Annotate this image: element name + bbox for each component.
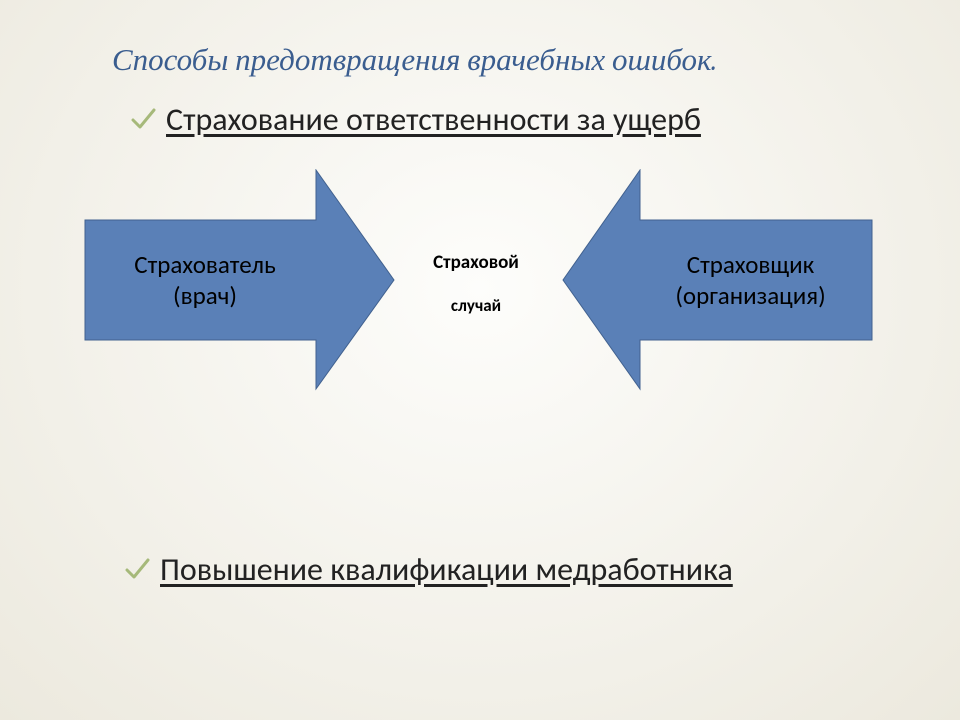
bullet-text-1: Страхование ответственности за ущерб [166,100,701,139]
center-text-line2: случай [396,295,556,316]
bullet-item-1: Страхование ответственности за ущерб [130,100,701,139]
arrow-right-shape [84,169,396,391]
checkmark-icon [124,556,150,582]
slide-title: Способы предотвращения врачебных ошибок. [112,42,717,78]
center-text-line1: Страховой [396,251,556,274]
bullet-text-2: Повышение квалификации медработника [160,550,733,589]
arrow-left-shape [562,169,874,391]
checkmark-icon [130,106,156,132]
bullet-item-2: Повышение квалификации медработника [124,550,733,589]
slide: Способы предотвращения врачебных ошибок.… [0,0,960,720]
arrows-diagram: Страхователь (врач) Страховщик (организа… [0,155,960,435]
